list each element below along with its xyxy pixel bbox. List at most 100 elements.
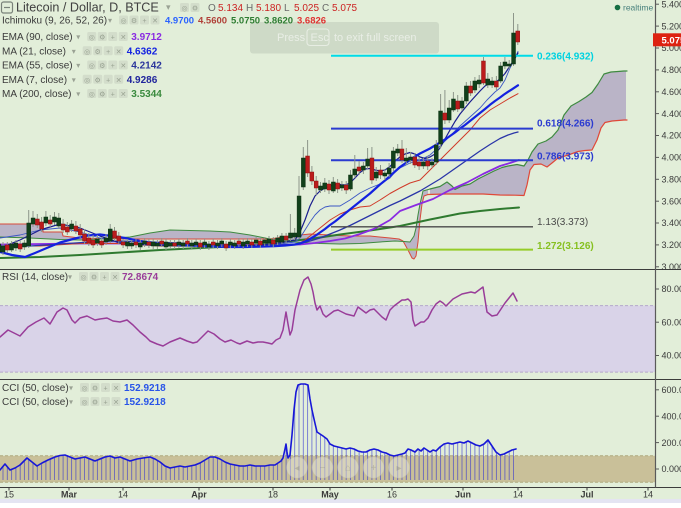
svg-text:⌂: ⌂	[345, 463, 351, 474]
svg-text:EMA (7, close): EMA (7, close)	[2, 75, 67, 86]
svg-text:0.0000: 0.0000	[662, 464, 681, 474]
svg-text:Mar: Mar	[61, 490, 78, 500]
svg-text:▾: ▾	[76, 61, 80, 70]
svg-text:RSI (14, close): RSI (14, close)	[2, 272, 68, 283]
svg-text:✕: ✕	[113, 386, 119, 393]
svg-text:O: O	[208, 3, 216, 14]
svg-text:✕: ✕	[120, 63, 126, 70]
svg-text:◎: ◎	[84, 77, 90, 84]
svg-text:◎: ◎	[81, 386, 87, 393]
svg-text:3.600: 3.600	[662, 196, 681, 206]
svg-text:⚙: ⚙	[95, 48, 101, 56]
svg-text:C: C	[322, 3, 329, 14]
svg-text:5.075: 5.075	[332, 3, 357, 14]
svg-text:⚙: ⚙	[92, 399, 98, 407]
svg-text:⚙: ⚙	[91, 274, 97, 282]
svg-text:5.075: 5.075	[662, 35, 681, 46]
svg-text:realtime: realtime	[623, 3, 654, 13]
svg-text:152.9218: 152.9218	[124, 383, 166, 394]
svg-text:5.200: 5.200	[662, 21, 681, 31]
svg-text:◎: ◎	[84, 49, 90, 56]
svg-text:✕: ✕	[120, 92, 126, 99]
svg-text:Litecoin / Dollar, D, BTCE: Litecoin / Dollar, D, BTCE	[16, 1, 159, 15]
svg-text:CCI (50, close): CCI (50, close)	[2, 383, 69, 394]
svg-text:MA (200, close): MA (200, close)	[2, 89, 71, 100]
svg-text:May: May	[321, 490, 339, 500]
svg-text:▾: ▾	[72, 75, 76, 84]
svg-text:152.9218: 152.9218	[124, 397, 166, 408]
svg-text:✕: ✕	[116, 49, 122, 56]
svg-text:▾: ▾	[72, 47, 76, 56]
svg-text:◎: ◎	[80, 275, 86, 282]
svg-text:3.9712: 3.9712	[131, 32, 162, 43]
svg-text:200.00: 200.00	[662, 438, 681, 448]
svg-text:▾: ▾	[69, 384, 73, 393]
svg-text:3.200: 3.200	[662, 240, 681, 250]
svg-text:+: +	[371, 463, 377, 474]
svg-text:✕: ✕	[120, 35, 126, 42]
svg-text:Apr: Apr	[191, 490, 207, 500]
svg-text:◎: ◎	[120, 18, 126, 25]
svg-text:+: +	[102, 275, 106, 282]
svg-text:◂: ◂	[294, 463, 299, 474]
svg-text:−: −	[320, 463, 326, 474]
svg-text:Jul: Jul	[580, 490, 593, 500]
svg-text:3.000: 3.000	[662, 262, 681, 272]
svg-text:✕: ✕	[113, 400, 119, 407]
svg-text:1.13(3.373): 1.13(3.373)	[537, 217, 588, 228]
svg-text:▾: ▾	[166, 2, 171, 12]
svg-text:60.000: 60.000	[662, 317, 681, 327]
svg-text:Press: Press	[277, 32, 306, 44]
svg-text:4.800: 4.800	[662, 65, 681, 75]
svg-text:4.2142: 4.2142	[131, 61, 162, 72]
svg-text:◎: ◎	[89, 35, 95, 42]
svg-text:▾: ▾	[69, 398, 73, 407]
svg-text:⚙: ⚙	[92, 385, 98, 393]
svg-text:5.134: 5.134	[218, 3, 243, 14]
svg-text:5.0750: 5.0750	[231, 16, 260, 27]
svg-text:1.272(3.126): 1.272(3.126)	[537, 241, 594, 252]
svg-text:+: +	[142, 18, 146, 25]
svg-text:+: +	[111, 35, 115, 42]
svg-text:⚙: ⚙	[131, 17, 137, 25]
svg-text:✕: ✕	[116, 77, 122, 84]
svg-text:◎: ◎	[181, 6, 187, 13]
svg-text:✕: ✕	[112, 275, 118, 282]
svg-text:4.200: 4.200	[662, 131, 681, 141]
svg-text:MA (21, close): MA (21, close)	[2, 46, 66, 57]
svg-text:72.8674: 72.8674	[122, 272, 159, 283]
svg-text:▾: ▾	[68, 273, 72, 282]
svg-text:⚙: ⚙	[99, 91, 105, 99]
svg-text:5.025: 5.025	[294, 3, 319, 14]
svg-text:◎: ◎	[89, 63, 95, 70]
svg-text:4.400: 4.400	[662, 109, 681, 119]
svg-text:EMA (55, close): EMA (55, close)	[2, 61, 73, 72]
svg-text:3.6826: 3.6826	[297, 16, 326, 27]
svg-text:to exit full screen: to exit full screen	[334, 32, 417, 44]
svg-text:⚙: ⚙	[192, 5, 198, 13]
svg-text:✕: ✕	[152, 18, 158, 25]
svg-text:4.9286: 4.9286	[127, 75, 158, 86]
svg-text:◎: ◎	[89, 92, 95, 99]
svg-text:Ichimoku (9, 26, 52, 26): Ichimoku (9, 26, 52, 26)	[2, 16, 107, 27]
svg-text:15: 15	[4, 490, 14, 500]
svg-text:EMA (90, close): EMA (90, close)	[2, 32, 73, 43]
svg-text:H: H	[246, 3, 253, 14]
svg-text:3.400: 3.400	[662, 218, 681, 228]
svg-text:14: 14	[118, 490, 128, 500]
svg-text:4.600: 4.600	[662, 87, 681, 97]
svg-text:4.6362: 4.6362	[127, 46, 158, 57]
svg-text:CCI (50, close): CCI (50, close)	[2, 397, 69, 408]
svg-text:4.000: 4.000	[662, 153, 681, 163]
svg-text:+: +	[111, 63, 115, 70]
svg-text:40.000: 40.000	[662, 351, 681, 361]
svg-text:+: +	[103, 400, 107, 407]
svg-text:▸: ▸	[396, 463, 401, 474]
svg-text:3.5344: 3.5344	[131, 89, 162, 100]
svg-text:+: +	[103, 386, 107, 393]
svg-text:0.786(3.973): 0.786(3.973)	[537, 152, 594, 163]
svg-text:0.618(4.266): 0.618(4.266)	[537, 119, 594, 130]
svg-text:18: 18	[268, 490, 278, 500]
svg-text:◎: ◎	[81, 400, 87, 407]
svg-text:14: 14	[643, 490, 653, 500]
